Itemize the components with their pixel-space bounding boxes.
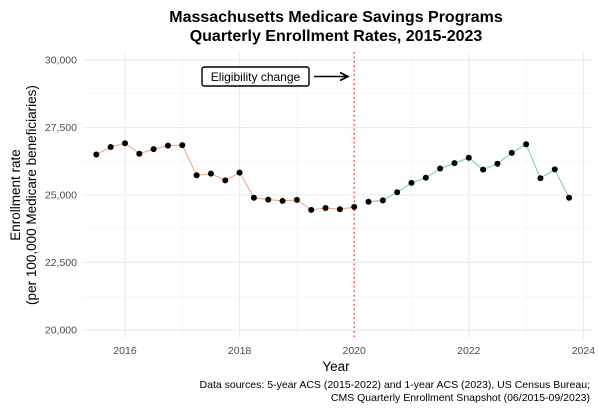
y-tick-label: 22,500 <box>45 257 77 269</box>
data-points <box>93 140 573 213</box>
series-line-0 <box>96 142 355 211</box>
y-tick-label: 25,000 <box>45 190 77 202</box>
data-point <box>265 196 272 203</box>
data-point <box>322 204 329 211</box>
caption-line-2: CMS Quarterly Enrollment Snapshot (06/20… <box>331 392 590 404</box>
x-tick-label: 2016 <box>113 345 137 357</box>
data-point <box>121 140 128 147</box>
data-point <box>150 146 157 153</box>
data-point <box>422 174 429 181</box>
y-tick-labels: 20,000 22,500 25,000 27,500 30,000 <box>45 55 77 337</box>
x-axis-title: Year <box>322 359 350 374</box>
data-point <box>308 206 315 213</box>
data-point <box>537 175 544 182</box>
y-tick-label: 20,000 <box>45 324 77 336</box>
data-point <box>365 198 372 205</box>
series-lines <box>96 142 570 211</box>
annotation-box <box>201 66 310 87</box>
data-point <box>107 143 114 150</box>
x-tick-label: 2020 <box>343 345 367 357</box>
data-point <box>394 189 401 196</box>
caption-line-1: Data sources: 5-year ACS (2015-2022) and… <box>200 379 590 391</box>
annotation-label: Eligibility change <box>211 70 301 84</box>
x-tick-label: 2022 <box>457 345 481 357</box>
data-point <box>93 151 100 158</box>
x-tick-label: 2018 <box>228 345 252 357</box>
data-point <box>480 166 487 173</box>
data-point <box>351 203 358 210</box>
y-axis-title: Enrollment rate (per 100,000 Medicare be… <box>8 85 39 305</box>
data-point <box>164 142 171 149</box>
data-point <box>207 170 214 177</box>
data-point <box>293 196 300 203</box>
data-point <box>551 166 558 173</box>
data-point <box>236 169 243 176</box>
data-point <box>222 177 229 184</box>
x-tick-label: 2024 <box>572 345 596 357</box>
y-axis-title-line-2: (per 100,000 Medicare beneficiaries) <box>24 85 39 305</box>
y-axis-title-line-1: Enrollment rate <box>8 149 23 241</box>
y-tick-label: 27,500 <box>45 122 77 134</box>
data-point <box>250 194 257 201</box>
data-point <box>508 149 515 156</box>
y-tick-label: 30,000 <box>45 55 77 67</box>
data-point <box>494 160 501 167</box>
data-point <box>336 206 343 213</box>
chart-title-line-2: Quarterly Enrollment Rates, 2015-2023 <box>190 28 483 45</box>
grid <box>82 52 592 338</box>
arrow-head-icon <box>339 71 350 82</box>
data-point <box>379 197 386 204</box>
annotation: Eligibility change <box>201 66 350 87</box>
data-point <box>136 150 143 157</box>
data-point <box>193 172 200 179</box>
data-point <box>523 141 530 148</box>
data-point <box>451 160 458 167</box>
data-point <box>465 154 472 161</box>
chart-title-line-1: Massachusetts Medicare Savings Programs <box>169 9 503 26</box>
data-point <box>179 142 186 149</box>
x-tick-labels: 2016 2018 2020 2022 2024 <box>113 345 595 357</box>
data-point <box>279 197 286 204</box>
data-point <box>437 165 444 172</box>
data-point <box>566 194 573 201</box>
data-point <box>408 179 415 186</box>
